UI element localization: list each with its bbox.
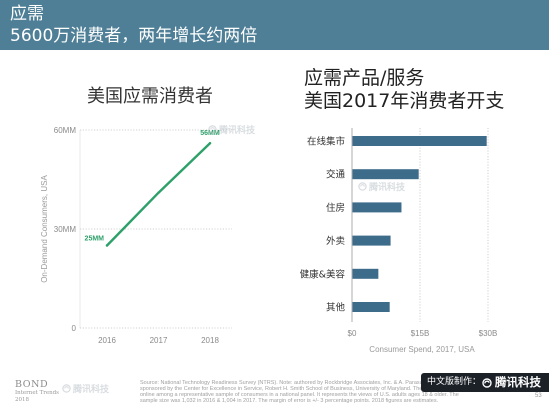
badge-label: 中文版制作： — [427, 377, 482, 387]
watermark: 腾讯科技 — [208, 123, 255, 136]
brand-year: 2018 — [15, 397, 29, 403]
header-subtitle: 5600万消费者，两年增长约两倍 — [10, 26, 258, 46]
source-note-line: Source: National Technology Readiness Su… — [140, 380, 440, 386]
data-point — [105, 244, 109, 247]
tencent-logo-icon — [482, 377, 492, 388]
category-label: 其他 — [326, 302, 346, 314]
bar — [352, 202, 402, 213]
watermark-text: 腾讯科技 — [369, 183, 406, 193]
data-label: 25MM — [85, 236, 105, 243]
header-title: 应需 — [10, 4, 44, 24]
x-axis-label: Consumer Spend, 2017, USA — [369, 345, 475, 354]
brand-subtitle: Internet Trends — [15, 390, 60, 396]
bar — [352, 169, 419, 180]
data-label: 56MM — [200, 130, 220, 137]
data-point — [208, 142, 212, 145]
x-tick-label: $0 — [348, 329, 357, 338]
bar — [352, 302, 390, 312]
category-label: 交通 — [326, 169, 346, 181]
x-tick-label: $30B — [479, 329, 498, 338]
x-tick-label: 2016 — [98, 336, 116, 345]
bar-chart-subtitle: 美国2017年消费者开支 — [304, 90, 505, 112]
y-tick-label: 30MM — [54, 225, 77, 234]
bar — [352, 136, 487, 146]
watermark-text: 腾讯科技 — [73, 385, 110, 395]
source-note-line: online among a representative sample of … — [140, 392, 459, 398]
credit-badge: 中文版制作： 腾讯科技 — [421, 373, 549, 392]
data-point — [157, 191, 160, 194]
line-chart-title: 美国应需消费者 — [87, 86, 213, 107]
tencent-logo-icon — [358, 182, 367, 191]
x-tick-label: $15B — [411, 329, 430, 338]
y-tick-label: 0 — [72, 324, 77, 333]
y-axis-label: On-Demand Consumers, USA — [40, 175, 49, 283]
category-label: 健康&美容 — [300, 268, 346, 280]
tencent-logo-icon — [62, 384, 71, 393]
x-tick-label: 2017 — [150, 336, 168, 345]
category-label: 外卖 — [326, 235, 345, 247]
page-number: 53 — [535, 393, 542, 399]
watermark: 腾讯科技 — [62, 382, 109, 395]
category-label: 在线集市 — [307, 136, 346, 148]
category-label: 住房 — [326, 202, 345, 214]
source-note-line: sample size was 1,032 in 2016 & 1,004 in… — [140, 398, 439, 404]
watermark-text: 腾讯科技 — [219, 126, 256, 136]
header-bar: 应需 5600万消费者，两年增长约两倍 — [0, 0, 549, 50]
tencent-logo-icon — [208, 125, 217, 134]
brand-logo-text: BOND — [15, 379, 49, 390]
bar — [352, 235, 391, 246]
bar-chart-title: 应需产品/服务 — [304, 67, 425, 89]
x-tick-label: 2018 — [201, 336, 219, 345]
bar — [352, 268, 379, 279]
watermark: 腾讯科技 — [358, 180, 405, 193]
source-note-line: sponsored by the Center for Excellence i… — [140, 386, 423, 392]
y-tick-label: 60MM — [54, 126, 77, 135]
badge-name: 腾讯科技 — [495, 375, 542, 389]
